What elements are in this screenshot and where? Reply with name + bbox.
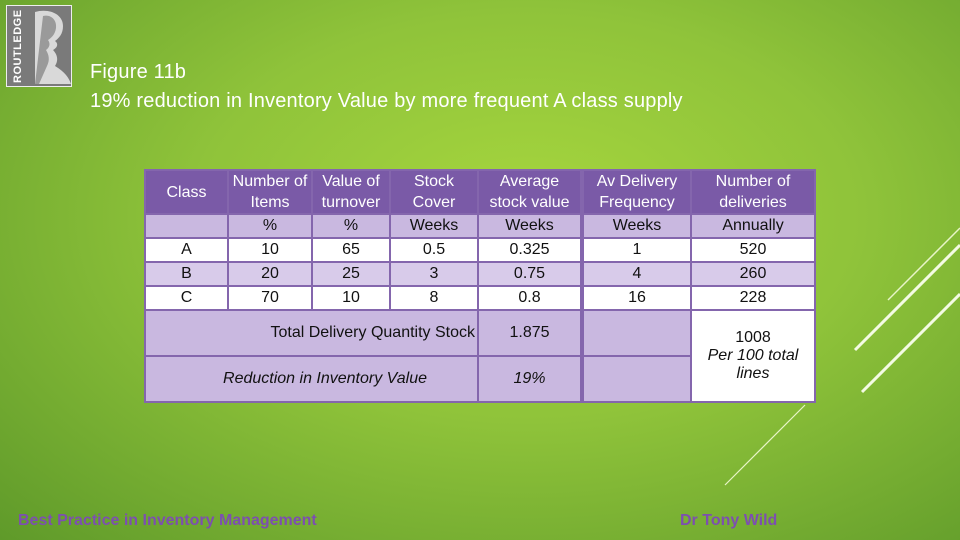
table-cell: 260 [690,261,816,287]
unit-cell: Weeks [477,213,583,239]
slide-title: Figure 11b 19% reduction in Inventory Va… [90,58,683,116]
table-cell: 65 [311,237,391,263]
header-number-of-deliveries: Number of deliveries [690,169,816,215]
empty-cell [580,309,692,357]
inventory-table: Class Number of Items Value of turnover … [144,169,816,403]
empty-cell [580,355,692,403]
table-row: A 10 65 0.5 0.325 1 520 [144,237,816,263]
table-cell: 1 [580,237,692,263]
footer-author: Dr Tony Wild [680,512,778,529]
table-cell: 3 [389,261,479,287]
unit-cell: % [227,213,313,239]
total-row: Total Delivery Quantity Stock 1.875 1008… [144,309,816,403]
figure-label: Figure 11b [90,61,187,83]
table-cell: B [144,261,229,287]
total-label: Total Delivery Quantity Stock [144,309,479,357]
table-cell: 8 [389,285,479,311]
deliveries-note: Per 100 total lines [707,347,799,382]
header-stock-cover: Stock Cover [389,169,479,215]
table-cell: 16 [580,285,692,311]
table-row: B 20 25 3 0.75 4 260 [144,261,816,287]
table-cell: 0.5 [389,237,479,263]
table-cell: 10 [311,285,391,311]
header-delivery-frequency: Av Delivery Frequency [580,169,692,215]
figure-caption: 19% reduction in Inventory Value by more… [90,90,683,112]
table-units-row: % % Weeks Weeks Weeks Annually [144,213,816,239]
total-value: 1.875 [477,309,583,357]
table-cell: 25 [311,261,391,287]
reduction-value: 19% [477,355,583,403]
deliveries-total-cell: 1008 Per 100 total lines [690,309,816,403]
reduction-row: Reduction in Inventory Value 19% [144,355,815,403]
table-cell: 228 [690,285,816,311]
deliveries-total: 1008 [735,329,771,346]
table-row: C 70 10 8 0.8 16 228 [144,285,816,311]
unit-cell: Annually [690,213,816,239]
table-cell: 520 [690,237,816,263]
footer-book-title: Best Practice in Inventory Management [18,512,317,529]
reduction-label: Reduction in Inventory Value [144,355,479,403]
unit-cell: Weeks [389,213,479,239]
header-average-stock-value: Average stock value [477,169,583,215]
table-cell: 4 [580,261,692,287]
table-cell: C [144,285,229,311]
table-cell: 20 [227,261,313,287]
table-header-row: Class Number of Items Value of turnover … [144,169,816,215]
table-cell: 0.75 [477,261,583,287]
header-number-of-items: Number of Items [227,169,313,215]
unit-cell: Weeks [580,213,692,239]
header-value-of-turnover: Value of turnover [311,169,391,215]
table-cell: 0.325 [477,237,583,263]
unit-cell [144,213,229,239]
logo-brand-text: ROUTLEDGE [12,9,24,83]
table-cell: 10 [227,237,313,263]
unit-cell: % [311,213,391,239]
header-class: Class [144,169,229,215]
table-cell: A [144,237,229,263]
routledge-logo: ROUTLEDGE [6,5,72,87]
profile-silhouette-icon [35,10,71,84]
table-cell: 0.8 [477,285,583,311]
table-cell: 70 [227,285,313,311]
